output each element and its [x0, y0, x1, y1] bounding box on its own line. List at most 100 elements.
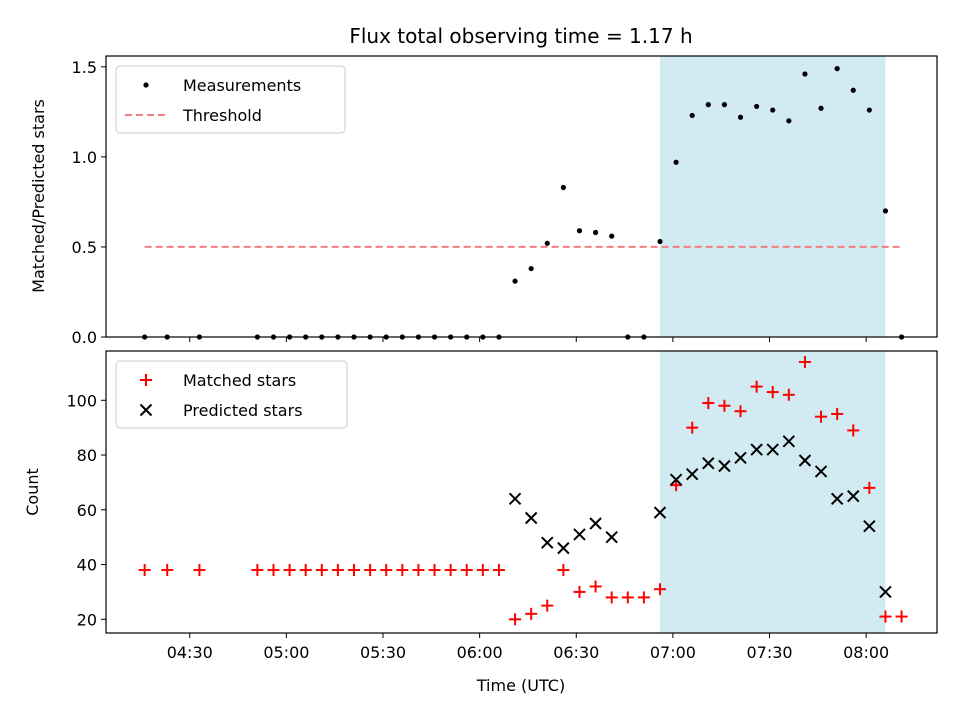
data-point — [589, 517, 602, 530]
data-point — [847, 424, 860, 437]
data-point — [589, 580, 602, 593]
legend: Measurements Threshold — [115, 65, 346, 134]
data-point — [576, 228, 583, 234]
data-point — [750, 443, 763, 456]
data-point — [267, 564, 280, 577]
x-tick-label: 04:30 — [167, 643, 213, 662]
data-point — [138, 564, 151, 577]
data-point — [754, 103, 760, 110]
data-point — [830, 492, 844, 506]
data-point — [782, 388, 795, 401]
data-point — [802, 71, 808, 77]
data-point — [396, 564, 409, 577]
y-tick-label: 60 — [77, 501, 97, 520]
data-point — [863, 481, 876, 494]
plot-frame — [105, 55, 938, 338]
legend-item: Threshold — [125, 106, 262, 125]
data-point — [847, 489, 860, 503]
data-point — [734, 451, 747, 464]
data-point — [863, 520, 876, 533]
data-point — [815, 410, 828, 423]
y-tick-label: 80 — [77, 446, 97, 465]
data-point — [834, 66, 840, 72]
x-tick-label: 05:30 — [360, 643, 406, 662]
y-axis-label-top: Matched/Predicted stars — [29, 99, 48, 293]
data-point — [380, 564, 393, 577]
data-point — [512, 278, 518, 284]
data-point — [299, 564, 312, 577]
data-point — [882, 208, 889, 214]
data-point — [686, 467, 699, 481]
data-point — [721, 102, 728, 108]
data-point — [786, 118, 792, 124]
data-point — [492, 564, 505, 577]
y-tick-label: 0.5 — [72, 238, 97, 257]
data-point — [689, 112, 695, 119]
data-point — [750, 380, 763, 393]
y-tick-label: 1.5 — [72, 58, 97, 77]
data-point — [557, 541, 570, 555]
observing-window-span — [660, 56, 886, 337]
data-point — [814, 465, 828, 478]
data-point — [653, 506, 667, 519]
data-point — [718, 399, 731, 412]
data-point — [508, 492, 522, 506]
data-point — [705, 102, 711, 108]
x-tick-label: 08:00 — [843, 643, 889, 662]
data-point — [718, 459, 731, 473]
data-point — [702, 397, 715, 410]
data-point — [331, 564, 344, 577]
data-point — [573, 528, 586, 541]
data-point — [528, 265, 534, 272]
data-point — [348, 564, 361, 577]
legend-label: Threshold — [182, 106, 262, 125]
data-point — [460, 564, 473, 577]
data-point — [831, 407, 844, 420]
legend: Matched stars Predicted stars — [115, 360, 348, 429]
legend-label: Matched stars — [183, 371, 296, 390]
data-point — [879, 610, 892, 623]
data-point — [541, 536, 554, 549]
data-point — [557, 564, 570, 577]
data-point — [782, 435, 796, 448]
data-point — [770, 107, 776, 113]
legend-label: Measurements — [183, 76, 301, 95]
data-point — [670, 479, 683, 492]
data-point — [509, 613, 522, 626]
data-point — [592, 229, 599, 236]
data-point — [428, 564, 441, 577]
data-point — [605, 530, 618, 544]
data-point — [364, 564, 377, 577]
plot-frame — [105, 350, 938, 634]
data-point — [541, 599, 554, 612]
series-predicted-stars — [508, 435, 892, 599]
data-point — [737, 114, 744, 120]
data-point — [161, 564, 174, 577]
data-point — [879, 585, 892, 599]
y-tick-label: 0.0 — [72, 328, 97, 347]
data-point — [524, 511, 538, 525]
data-point — [609, 233, 615, 239]
data-point — [544, 240, 550, 246]
data-point — [444, 564, 457, 577]
data-point — [766, 443, 779, 456]
x-tick-label: 06:00 — [457, 643, 503, 662]
x-axis-label: Time (UTC) — [476, 676, 565, 695]
data-point — [734, 405, 747, 418]
data-point — [412, 564, 425, 577]
legend-item: Matched stars — [140, 371, 296, 390]
legend-label: Predicted stars — [183, 401, 303, 420]
legend-item: Measurements — [143, 76, 301, 95]
data-point — [315, 564, 328, 577]
data-point — [573, 585, 586, 598]
data-point — [702, 457, 715, 470]
data-point — [476, 564, 489, 577]
data-point — [251, 564, 264, 577]
series-matched-stars — [138, 355, 908, 626]
data-point — [669, 473, 683, 486]
data-point — [798, 454, 812, 467]
y-axis-label-bottom: Count — [23, 468, 42, 516]
x-tick-label: 05:00 — [263, 643, 309, 662]
data-point — [866, 107, 872, 113]
